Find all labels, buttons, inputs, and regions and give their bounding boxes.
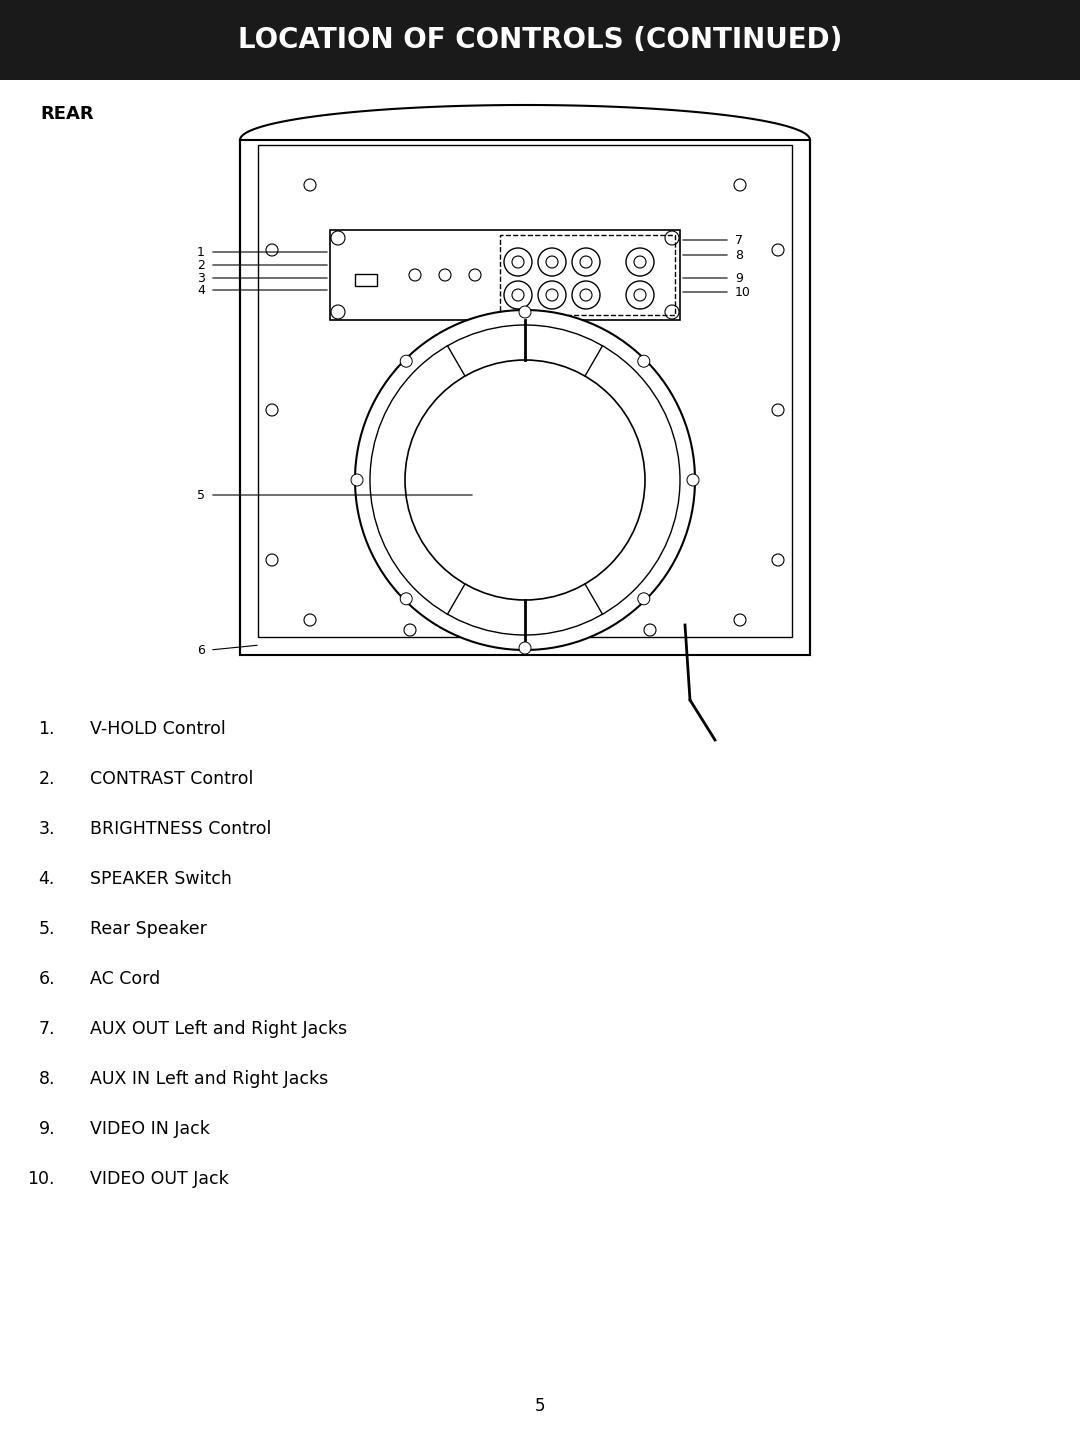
Circle shape bbox=[504, 281, 532, 310]
Circle shape bbox=[572, 281, 600, 310]
Circle shape bbox=[538, 248, 566, 276]
Circle shape bbox=[409, 269, 421, 281]
Circle shape bbox=[546, 256, 558, 268]
Text: 2: 2 bbox=[198, 259, 205, 272]
Circle shape bbox=[303, 179, 316, 192]
Circle shape bbox=[734, 613, 746, 626]
Text: SPEAKER Switch: SPEAKER Switch bbox=[90, 870, 232, 888]
Text: 2.: 2. bbox=[39, 770, 55, 788]
Circle shape bbox=[580, 289, 592, 301]
Text: CONTRAST Control: CONTRAST Control bbox=[90, 770, 254, 788]
Circle shape bbox=[546, 289, 558, 301]
Bar bbox=[330, 230, 680, 320]
Text: LOCATION OF CONTROLS (CONTINUED): LOCATION OF CONTROLS (CONTINUED) bbox=[238, 26, 842, 55]
Circle shape bbox=[580, 256, 592, 268]
Circle shape bbox=[734, 179, 746, 192]
Text: VIDEO IN Jack: VIDEO IN Jack bbox=[90, 1120, 210, 1138]
Circle shape bbox=[634, 256, 646, 268]
Text: 6.: 6. bbox=[39, 971, 55, 988]
Circle shape bbox=[266, 554, 278, 566]
Circle shape bbox=[303, 613, 316, 626]
Circle shape bbox=[644, 624, 656, 636]
Circle shape bbox=[404, 624, 416, 636]
Circle shape bbox=[772, 243, 784, 256]
FancyBboxPatch shape bbox=[0, 0, 1080, 81]
Text: 3.: 3. bbox=[39, 819, 55, 838]
Text: 4: 4 bbox=[198, 284, 205, 297]
Circle shape bbox=[504, 248, 532, 276]
Circle shape bbox=[638, 356, 650, 367]
Circle shape bbox=[572, 248, 600, 276]
Circle shape bbox=[519, 642, 531, 654]
Text: 4.: 4. bbox=[39, 870, 55, 888]
Circle shape bbox=[626, 281, 654, 310]
Circle shape bbox=[665, 230, 679, 245]
Circle shape bbox=[626, 248, 654, 276]
Circle shape bbox=[687, 474, 699, 487]
Circle shape bbox=[538, 281, 566, 310]
Circle shape bbox=[772, 554, 784, 566]
Circle shape bbox=[772, 405, 784, 416]
Circle shape bbox=[266, 243, 278, 256]
Text: 10: 10 bbox=[735, 285, 751, 298]
Text: 1.: 1. bbox=[39, 720, 55, 739]
Circle shape bbox=[512, 256, 524, 268]
Circle shape bbox=[330, 230, 345, 245]
Circle shape bbox=[469, 269, 481, 281]
Text: 8: 8 bbox=[735, 249, 743, 262]
Text: 1: 1 bbox=[198, 245, 205, 259]
Bar bbox=[240, 140, 810, 655]
Circle shape bbox=[351, 474, 363, 487]
Circle shape bbox=[370, 325, 680, 635]
Circle shape bbox=[355, 310, 696, 649]
Circle shape bbox=[330, 305, 345, 320]
Text: 9: 9 bbox=[735, 272, 743, 285]
Text: V-HOLD Control: V-HOLD Control bbox=[90, 720, 226, 739]
Text: 8.: 8. bbox=[39, 1070, 55, 1089]
Text: 3: 3 bbox=[198, 272, 205, 285]
Text: REAR: REAR bbox=[40, 105, 94, 122]
Text: 7: 7 bbox=[735, 233, 743, 246]
Text: AUX OUT Left and Right Jacks: AUX OUT Left and Right Jacks bbox=[90, 1020, 347, 1038]
Text: VIDEO OUT Jack: VIDEO OUT Jack bbox=[90, 1169, 229, 1188]
Bar bbox=[500, 235, 675, 315]
Text: 5: 5 bbox=[535, 1397, 545, 1416]
Circle shape bbox=[638, 593, 650, 605]
Circle shape bbox=[438, 269, 451, 281]
Text: AUX IN Left and Right Jacks: AUX IN Left and Right Jacks bbox=[90, 1070, 328, 1089]
Circle shape bbox=[512, 289, 524, 301]
Circle shape bbox=[405, 360, 645, 600]
Text: 5.: 5. bbox=[39, 920, 55, 937]
Bar bbox=[258, 145, 792, 636]
Text: AC Cord: AC Cord bbox=[90, 971, 160, 988]
Bar bbox=[355, 274, 377, 287]
Text: 10.: 10. bbox=[27, 1169, 55, 1188]
Text: 7.: 7. bbox=[39, 1020, 55, 1038]
Circle shape bbox=[634, 289, 646, 301]
Circle shape bbox=[519, 307, 531, 318]
Circle shape bbox=[665, 305, 679, 320]
Text: 9.: 9. bbox=[39, 1120, 55, 1138]
Text: Rear Speaker: Rear Speaker bbox=[90, 920, 207, 937]
Circle shape bbox=[401, 593, 413, 605]
Text: BRIGHTNESS Control: BRIGHTNESS Control bbox=[90, 819, 271, 838]
Circle shape bbox=[401, 356, 413, 367]
Circle shape bbox=[266, 405, 278, 416]
Text: 5: 5 bbox=[197, 488, 205, 501]
Text: 6: 6 bbox=[198, 644, 205, 657]
